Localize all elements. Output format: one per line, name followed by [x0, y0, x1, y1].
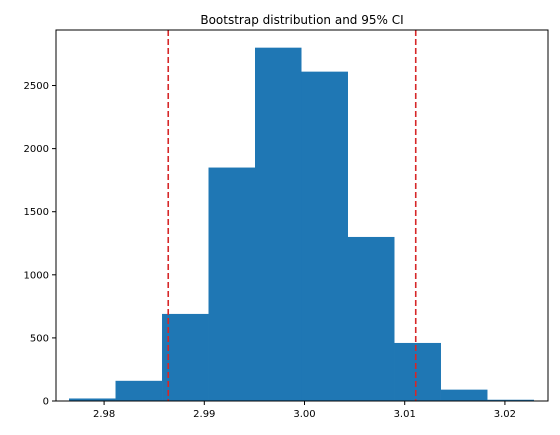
x-tick-label: 3.02: [494, 409, 516, 420]
histogram-bar-1: [69, 398, 116, 401]
y-tick-label: 1500: [24, 207, 49, 218]
y-tick-label: 2000: [24, 144, 49, 155]
x-tick-label: 3.01: [394, 409, 416, 420]
ci-lines-group: [167, 30, 417, 401]
histogram-bar-3: [162, 313, 209, 401]
histogram-bar-5: [255, 47, 302, 402]
histogram-bar-8: [394, 342, 441, 401]
histogram-bar-10: [487, 399, 534, 401]
histogram-bar-6: [301, 71, 348, 402]
y-tick-label: 2500: [24, 81, 49, 92]
plot-frame: [55, 29, 549, 402]
y-tick-label: 0: [43, 397, 49, 408]
x-axis: 2.98 2.99 3.00 3.01 3.02: [93, 401, 516, 420]
histogram-bar-9: [440, 389, 488, 401]
histogram-bar-2: [115, 380, 163, 401]
chart-title: Bootstrap distribution and 95% CI: [200, 13, 403, 27]
x-tick-label: 2.99: [193, 409, 215, 420]
y-tick-label: 500: [30, 333, 49, 344]
y-tick-label: 1000: [24, 270, 49, 281]
histogram-bar-7: [347, 236, 395, 401]
histogram-bar-4: [208, 167, 256, 401]
y-axis: 0 500 1000 1500 2000 2500: [24, 81, 56, 408]
x-tick-label: 3.00: [293, 409, 315, 420]
x-tick-label: 2.98: [93, 409, 115, 420]
bars-group: [69, 47, 534, 402]
